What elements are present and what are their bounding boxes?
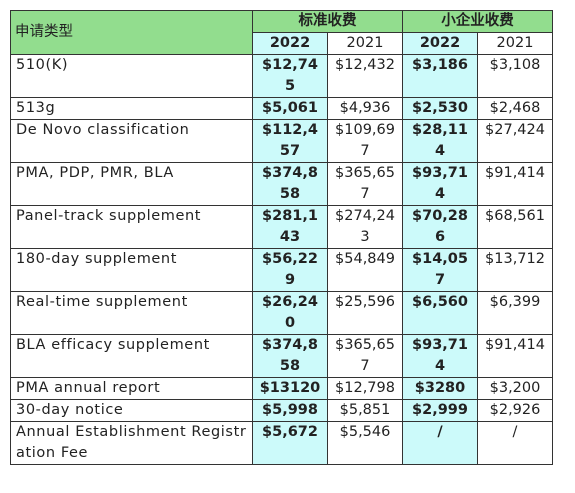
fee-cell: $365,657 <box>327 334 403 378</box>
fee-cell: $2,468 <box>477 97 553 120</box>
fee-cell: $12,745 <box>252 54 328 98</box>
year-cell: 2021 <box>327 32 403 55</box>
row-label: 513g <box>10 97 253 120</box>
fee-cell: $6,399 <box>477 291 553 335</box>
fee-cell: $93,714 <box>402 334 478 378</box>
row-label: PMA, PDP, PMR, BLA <box>10 162 253 206</box>
header-row: 申请类型 标准收费 小企业收费 <box>10 10 553 55</box>
fee-cell: $374,858 <box>252 334 328 378</box>
fee-cell: $5,672 <box>252 421 328 465</box>
row-label: 180-day supplement <box>10 248 253 292</box>
fee-cell: $27,424 <box>477 119 553 163</box>
fee-cell: $274,243 <box>327 205 403 249</box>
fee-cell: $3280 <box>402 377 478 400</box>
fee-cell: $3,108 <box>477 54 553 98</box>
row-label: Panel-track supplement <box>10 205 253 249</box>
fee-cell: $5,998 <box>252 399 328 422</box>
fee-cell: $5,851 <box>327 399 403 422</box>
fee-cell: $3,200 <box>477 377 553 400</box>
fee-cell: $374,858 <box>252 162 328 206</box>
row-label: PMA annual report <box>10 377 253 400</box>
fee-cell: $93,714 <box>402 162 478 206</box>
fee-cell: $3,186 <box>402 54 478 98</box>
header-cell: 申请类型 <box>10 10 253 55</box>
table-row: De Novo classification $112,457 $109,697 $2… <box>10 119 553 163</box>
fee-cell: $25,596 <box>327 291 403 335</box>
header-cell: 标准收费 <box>252 10 403 33</box>
fee-cell: $112,457 <box>252 119 328 163</box>
fee-cell: $26,240 <box>252 291 328 335</box>
row-label: Annual Establishment Registration Fee <box>10 421 253 465</box>
fee-cell: $56,229 <box>252 248 328 292</box>
fee-cell: $2,530 <box>402 97 478 120</box>
table-row: 30-day notice $5,998 $5,851 $2,999 $2,926 <box>10 399 553 422</box>
row-label: De Novo classification <box>10 119 253 163</box>
fee-cell: $14,057 <box>402 248 478 292</box>
header-cell: 小企业收费 <box>402 10 553 33</box>
row-label: BLA efficacy supplement <box>10 334 253 378</box>
fee-table: 申请类型 标准收费 小企业收费 2022 2021 2022 2021 510(… <box>10 10 553 465</box>
fee-cell: $12,798 <box>327 377 403 400</box>
fee-cell: $54,849 <box>327 248 403 292</box>
fee-cell: $91,414 <box>477 162 553 206</box>
fee-cell: / <box>402 421 478 465</box>
year-cell: 2021 <box>477 32 553 55</box>
fee-cell: $4,936 <box>327 97 403 120</box>
fee-cell: $13,712 <box>477 248 553 292</box>
fee-cell: / <box>477 421 553 465</box>
fee-cell: $12,432 <box>327 54 403 98</box>
fee-cell: $5,546 <box>327 421 403 465</box>
fee-cell: $70,286 <box>402 205 478 249</box>
fee-cell: $13120 <box>252 377 328 400</box>
row-label: 30-day notice <box>10 399 253 422</box>
row-label: 510(K) <box>10 54 253 98</box>
table-row: Panel-track supplement $281,143 $274,243 $7… <box>10 205 553 249</box>
table-row: PMA annual report $13120 $12,798 $3280 $3,20… <box>10 377 553 400</box>
fee-cell: $91,414 <box>477 334 553 378</box>
table-row: 510(K) $12,745 $12,432 $3,186 $3,108 <box>10 54 553 98</box>
fee-cell: $68,561 <box>477 205 553 249</box>
fee-cell: $5,061 <box>252 97 328 120</box>
table-row: PMA, PDP, PMR, BLA $374,858 $365,657 $93,71… <box>10 162 553 206</box>
table-row: 180-day supplement $56,229 $54,849 $14,057 $… <box>10 248 553 292</box>
year-cell: 2022 <box>402 32 478 55</box>
row-label: Real-time supplement <box>10 291 253 335</box>
table-row: 513g $5,061 $4,936 $2,530 $2,468 <box>10 97 553 120</box>
fee-cell: $365,657 <box>327 162 403 206</box>
fee-cell: $109,697 <box>327 119 403 163</box>
fee-cell: $28,114 <box>402 119 478 163</box>
table-body: 申请类型 标准收费 小企业收费 2022 2021 2022 2021 510(… <box>10 10 553 465</box>
table-row: Annual Establishment Registration Fee $5,… <box>10 421 553 465</box>
fee-cell: $2,999 <box>402 399 478 422</box>
table-row: BLA efficacy supplement $374,858 $365,657 $… <box>10 334 553 378</box>
fee-cell: $2,926 <box>477 399 553 422</box>
year-cell: 2022 <box>252 32 328 55</box>
fee-cell: $281,143 <box>252 205 328 249</box>
fee-cell: $6,560 <box>402 291 478 335</box>
table-row: Real-time supplement $26,240 $25,596 $6,560… <box>10 291 553 335</box>
